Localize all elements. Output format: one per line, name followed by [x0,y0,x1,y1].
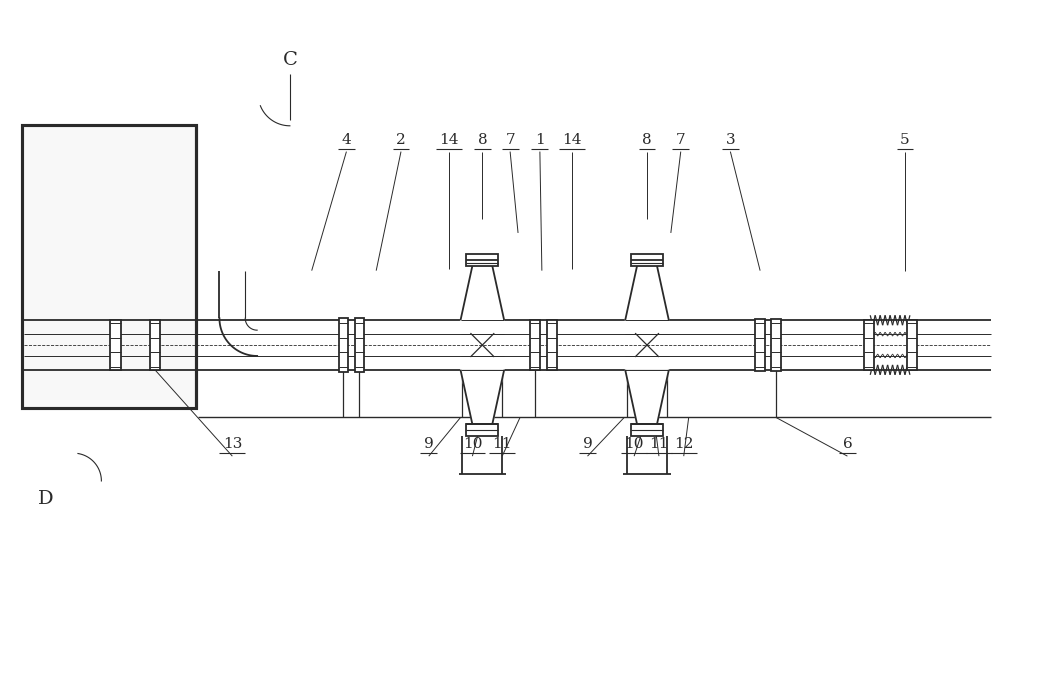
Text: 10: 10 [463,438,482,452]
Text: 14: 14 [439,133,459,147]
Bar [355,318,364,372]
Bar [530,320,540,370]
Text: 13: 13 [223,438,243,452]
Bar [907,320,917,370]
Text: 4: 4 [341,133,352,147]
Bar [631,254,663,266]
Bar [149,320,161,370]
Text: 10: 10 [625,438,644,452]
Text: 7: 7 [505,133,514,147]
Bar [547,320,557,370]
Text: 11: 11 [649,438,669,452]
Bar [110,320,121,370]
Polygon shape [461,370,504,424]
Bar [864,320,874,370]
Bar [22,125,195,407]
Text: D: D [38,490,54,507]
Bar [466,424,498,436]
Bar [631,424,663,436]
Text: 8: 8 [643,133,652,147]
Polygon shape [625,266,669,320]
Text: 11: 11 [492,438,512,452]
Text: 8: 8 [478,133,487,147]
Text: 14: 14 [562,133,582,147]
Bar [466,254,498,266]
Text: 2: 2 [396,133,406,147]
Text: 1: 1 [536,133,545,147]
Bar [772,319,781,371]
Bar [755,319,764,371]
Text: 9: 9 [583,438,592,452]
Text: 3: 3 [726,133,735,147]
Text: 7: 7 [676,133,686,147]
Bar [339,318,349,372]
Bar [22,125,195,407]
Text: 5: 5 [900,133,909,147]
Text: 12: 12 [674,438,693,452]
Text: C: C [282,51,297,69]
Text: 9: 9 [424,438,434,452]
Text: 6: 6 [842,438,853,452]
Polygon shape [625,370,669,424]
Polygon shape [461,266,504,320]
